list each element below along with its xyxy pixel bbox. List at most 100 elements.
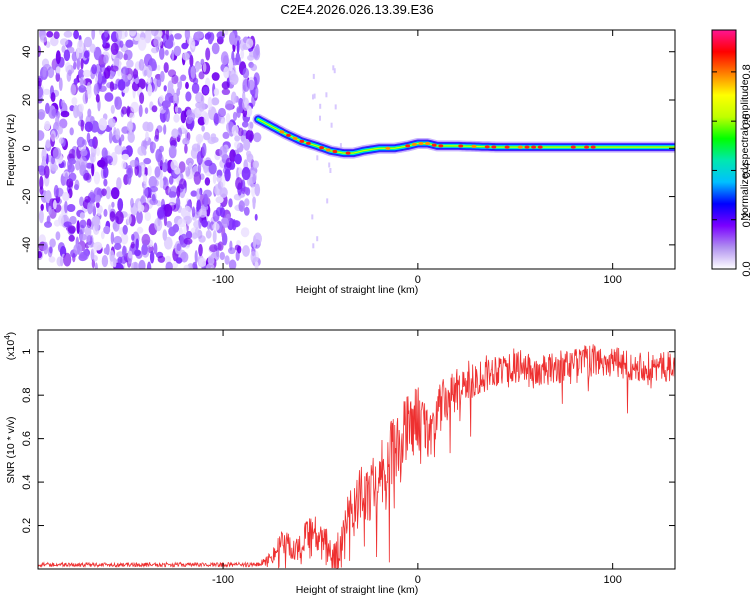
heatmap-cell bbox=[213, 183, 223, 196]
heatmap-cell bbox=[254, 213, 258, 221]
heatmap-cell bbox=[162, 100, 169, 111]
heatmap-cell bbox=[105, 243, 110, 256]
heatmap-cell bbox=[124, 49, 133, 61]
heatmap-cell bbox=[93, 46, 102, 61]
heatmap-cell bbox=[180, 251, 189, 263]
heatmap-cell bbox=[203, 112, 210, 126]
heatmap-cell bbox=[95, 94, 100, 103]
heatmap-cell bbox=[209, 244, 218, 253]
heatmap-cell bbox=[207, 255, 215, 266]
spectrogram-panel: -100 0 100 -40 -20 0 20 40 Height of straight … bbox=[5, 29, 676, 296]
heatmap-cell bbox=[90, 202, 95, 210]
heatmap-cell bbox=[78, 254, 87, 262]
heatmap-cell bbox=[38, 86, 44, 99]
heatmap-cell bbox=[191, 232, 198, 239]
heatmap-cell bbox=[332, 149, 338, 154]
heatmap-cell bbox=[52, 147, 62, 160]
heatmap-cell bbox=[109, 211, 116, 222]
heatmap-cell bbox=[212, 222, 220, 231]
heatmap-cell bbox=[98, 81, 102, 90]
heatmap-cell bbox=[183, 264, 190, 269]
heatmap-cell bbox=[241, 121, 249, 128]
heatmap-cell bbox=[38, 77, 42, 88]
heatmap-cell bbox=[148, 176, 158, 188]
heatmap-cell bbox=[79, 196, 84, 207]
heatmap-cell bbox=[157, 255, 166, 263]
heatmap-cell bbox=[243, 206, 250, 216]
heatmap-cell bbox=[484, 145, 490, 149]
heatmap-cell bbox=[471, 144, 477, 148]
heatmap-cell bbox=[339, 143, 342, 149]
heatmap-cell bbox=[204, 159, 213, 167]
y-tick-label: -20 bbox=[21, 189, 33, 205]
colorbar-frame bbox=[711, 29, 737, 270]
heatmap-cell bbox=[137, 37, 147, 51]
heatmap-cell bbox=[151, 61, 158, 71]
heatmap-cell bbox=[104, 155, 114, 164]
heatmap-cell bbox=[93, 171, 101, 185]
heatmap-cell bbox=[163, 124, 167, 135]
heatmap-cell bbox=[531, 145, 536, 149]
heatmap-cell bbox=[243, 138, 251, 151]
colorbar-label: Normalized spectral amplitude bbox=[739, 79, 750, 220]
heatmap-cell bbox=[125, 39, 134, 48]
heatmap-cell bbox=[143, 149, 147, 156]
heatmap-cell bbox=[220, 118, 226, 125]
heatmap-cell bbox=[198, 101, 206, 112]
heatmap-cell bbox=[183, 237, 193, 245]
heatmap-cell bbox=[107, 118, 116, 128]
heatmap-cell bbox=[80, 119, 85, 132]
heatmap-cell bbox=[59, 118, 68, 129]
heatmap-cell bbox=[83, 50, 90, 59]
heatmap-cell bbox=[51, 108, 59, 117]
heatmap-cell bbox=[234, 153, 242, 165]
heatmap-cell bbox=[192, 261, 198, 269]
heatmap-cell bbox=[45, 102, 50, 115]
heatmap-cell bbox=[491, 145, 497, 149]
heatmap-cell bbox=[55, 72, 61, 82]
heatmap-cell bbox=[195, 92, 204, 104]
heatmap-cell bbox=[194, 31, 204, 39]
heatmap-cell bbox=[39, 35, 48, 43]
heatmap-cell bbox=[161, 162, 168, 173]
heatmap-cell bbox=[55, 66, 61, 74]
heatmap-cell bbox=[193, 171, 202, 185]
heatmap-cell bbox=[191, 206, 196, 218]
heatmap-cell bbox=[229, 73, 239, 86]
heatmap-cell bbox=[311, 214, 314, 220]
heatmap-cell bbox=[44, 120, 51, 131]
heatmap-cell bbox=[116, 177, 122, 190]
heatmap-cell bbox=[101, 147, 108, 159]
heatmap-cell bbox=[171, 262, 179, 269]
heatmap-cell bbox=[190, 190, 198, 197]
heatmap-cell bbox=[202, 86, 209, 95]
heatmap-cell bbox=[73, 184, 79, 190]
heatmap-cell bbox=[63, 221, 72, 228]
heatmap-cell bbox=[163, 85, 167, 92]
x-tick-label: 0 bbox=[415, 574, 421, 586]
chart-title: C2E4.2026.026.13.39.E36 bbox=[280, 2, 433, 17]
heatmap-cell bbox=[46, 215, 51, 224]
heatmap-cell bbox=[244, 198, 250, 207]
heatmap-cell bbox=[211, 136, 219, 143]
heatmap-cell bbox=[70, 84, 77, 96]
heatmap-cell bbox=[130, 101, 139, 113]
heatmap-cell bbox=[165, 261, 173, 269]
heatmap-cell bbox=[58, 137, 64, 144]
heatmap-cell bbox=[83, 36, 93, 48]
heatmap-cell bbox=[252, 198, 256, 210]
colorbar-gradient bbox=[712, 30, 736, 269]
heatmap-cell bbox=[196, 199, 201, 213]
y-tick-label: 0 bbox=[21, 145, 33, 151]
heatmap-cell bbox=[232, 111, 238, 121]
heatmap-cell bbox=[167, 80, 174, 92]
heatmap-cell bbox=[94, 262, 98, 269]
heatmap-cell bbox=[145, 131, 149, 142]
heatmap-cell bbox=[584, 145, 589, 149]
heatmap-cell bbox=[197, 135, 202, 146]
heatmap-cell bbox=[333, 68, 336, 74]
heatmap-cell bbox=[163, 236, 173, 250]
heatmap-cell bbox=[312, 243, 315, 249]
heatmap-cell bbox=[41, 148, 47, 162]
heatmap-cell bbox=[67, 225, 76, 234]
